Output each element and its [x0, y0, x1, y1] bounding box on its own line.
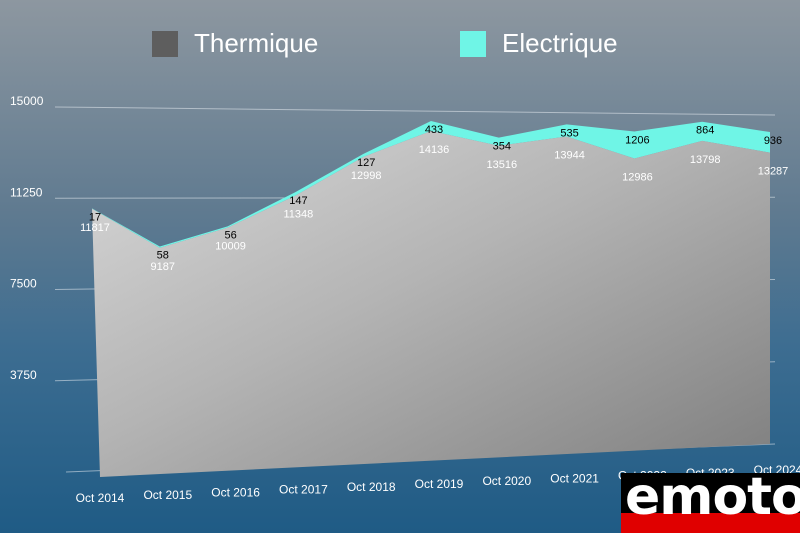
y-tick-label: 15000: [10, 94, 44, 108]
data-label-electrique: 17: [89, 211, 101, 223]
data-label-electrique: 58: [157, 249, 169, 261]
x-tick-label: Oct 2017: [279, 483, 328, 497]
y-tick-label: 7500: [10, 277, 37, 291]
x-tick-label: Oct 2018: [347, 480, 396, 494]
data-label-electrique: 354: [493, 141, 511, 153]
data-label-electrique: 1206: [625, 135, 649, 147]
logo-black-band: [621, 473, 800, 513]
legend-label-electrique: Electrique: [502, 28, 618, 58]
x-tick-label: Oct 2019: [415, 477, 464, 491]
x-tick-label: Oct 2016: [211, 485, 260, 499]
data-label-electrique: 864: [696, 125, 714, 137]
legend-swatch-electrique: [460, 30, 486, 57]
data-label-thermique: 13944: [554, 150, 585, 162]
legend-item-thermique: Thermique: [152, 28, 318, 59]
y-tick-label: 3750: [10, 368, 37, 382]
data-label-electrique: 936: [764, 135, 782, 147]
x-tick-label: Oct 2021: [550, 471, 599, 485]
y-tick-label: 11250: [10, 185, 43, 199]
chart-legend: Thermique Electrique: [0, 28, 800, 64]
data-label-thermique: 12986: [622, 172, 653, 184]
data-label-thermique: 13798: [690, 154, 721, 166]
area-layer: [92, 120, 770, 478]
legend-label-thermique: Thermique: [194, 28, 319, 58]
logo-red-band: [621, 513, 800, 533]
data-label-electrique: 147: [289, 195, 307, 207]
data-label-thermique: 11348: [284, 209, 314, 221]
data-label-electrique: 433: [425, 124, 443, 136]
data-label-electrique: 127: [357, 157, 375, 169]
data-label-electrique: 535: [560, 127, 578, 139]
data-label-electrique: 56: [224, 229, 236, 241]
gridline-y: [54, 106, 776, 116]
data-label-thermique: 11817: [80, 222, 110, 234]
legend-item-electrique: Electrique: [460, 28, 618, 59]
data-label-thermique: 9187: [151, 261, 175, 273]
thermique-area: [92, 130, 770, 478]
data-label-thermique: 10009: [215, 241, 246, 253]
data-label-thermique: 13516: [487, 159, 518, 171]
x-tick-label: Oct 2014: [76, 491, 125, 505]
data-label-thermique: 14136: [419, 144, 450, 156]
x-tick-label: Oct 2020: [482, 474, 531, 488]
x-tick-label: Oct 2015: [143, 488, 192, 502]
logo-text: emoto: [625, 467, 800, 527]
data-label-thermique: 13287: [758, 166, 789, 178]
emoto-logo: emoto: [621, 467, 800, 533]
data-label-thermique: 12998: [351, 170, 382, 182]
legend-swatch-thermique: [152, 30, 178, 57]
electrique-area: [92, 120, 770, 248]
